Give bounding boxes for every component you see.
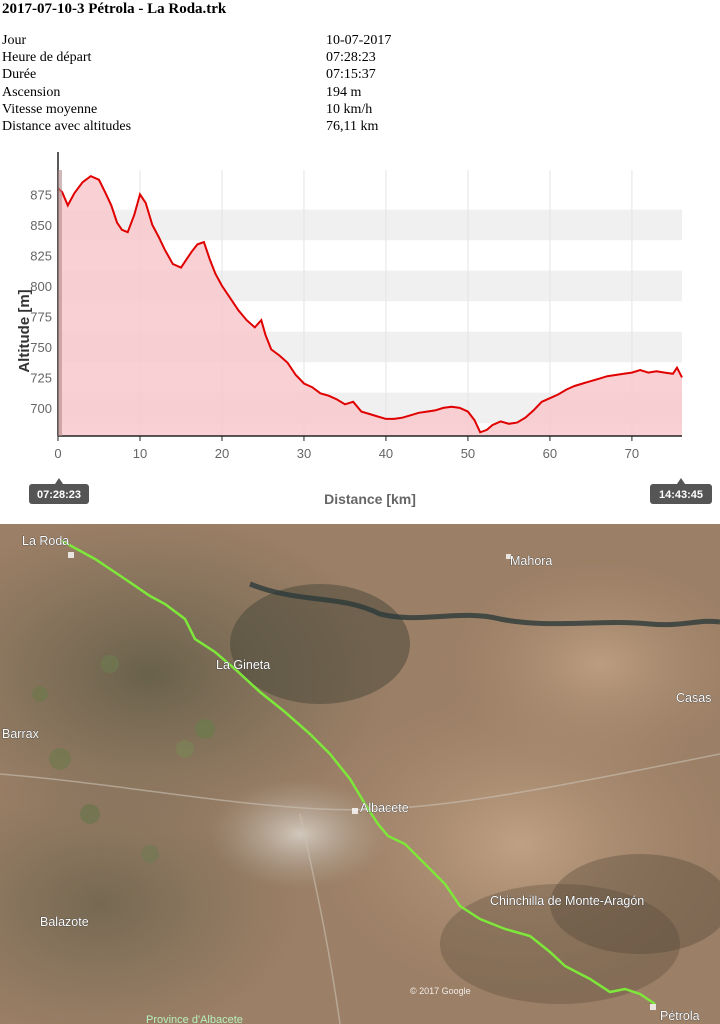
info-label: Durée [2, 67, 37, 83]
x-tick-label: 40 [379, 446, 393, 461]
info-value: 194 m [326, 84, 362, 100]
elevation-line [57, 174, 683, 434]
place-label[interactable]: Mahora [510, 554, 553, 569]
y-tick-label: 800 [30, 279, 52, 294]
y-tick-labels: 700 725 750 775 800 825 850 875 [30, 187, 52, 416]
y-axis-label: Altitude [m] [16, 289, 33, 372]
place-label[interactable]: Barrax [2, 727, 40, 742]
y-tick-label: 875 [30, 187, 52, 202]
info-value: 76,11 km [326, 118, 379, 134]
info-label: Distance avec altitudes [2, 118, 132, 134]
info-value: 10 km/h [326, 101, 373, 117]
place-label[interactable]: Chinchilla de Monte-Aragón [490, 894, 645, 909]
info-row-distance: Distance avec altitudes 76,11 km [2, 118, 702, 135]
x-axis-label: Distance [km] [324, 491, 416, 507]
info-value: 07:28:23 [326, 50, 376, 66]
info-row-day: Jour 10-07-2017 [2, 32, 702, 49]
info-label: Ascension [2, 84, 61, 100]
info-row-avg-speed: Vitesse moyenne 10 km/h [2, 101, 702, 118]
trip-info: Jour 10-07-2017 Heure de départ 07:28:23… [2, 32, 702, 135]
info-value: 10-07-2017 [326, 33, 392, 48]
info-row-ascent: Ascension 194 m [2, 84, 702, 101]
place-label[interactable]: La Gineta [216, 658, 271, 673]
x-tick-label: 50 [461, 446, 475, 461]
map-labels: La Roda Mahora La Gineta Casas Barrax Al… [2, 534, 712, 1024]
place-label[interactable]: Albacete [360, 801, 409, 816]
y-tick-label: 750 [30, 340, 52, 355]
y-tick-label: 700 [30, 401, 52, 416]
map-copyright: © 2017 Google [410, 986, 471, 996]
x-tick-label: 0 [54, 446, 61, 461]
start-time-label: 07:28:23 [37, 489, 81, 501]
chart-axes [57, 152, 682, 437]
elevation-area [58, 176, 682, 436]
x-tick-labels: 0 10 20 30 40 50 60 70 [54, 436, 639, 461]
info-label: Vitesse moyenne [2, 101, 98, 117]
y-tick-label: 725 [30, 370, 52, 385]
x-tick-label: 20 [215, 446, 229, 461]
y-tick-label: 850 [30, 218, 52, 233]
route-map[interactable]: La Roda Mahora La Gineta Casas Barrax Al… [0, 524, 720, 1024]
start-marker [58, 170, 62, 436]
info-value: 07:15:37 [326, 67, 376, 83]
track-title: 2017-07-10-3 Pétrola - La Roda.trk [2, 1, 227, 17]
info-row-duration: Durée 07:15:37 [2, 66, 702, 83]
place-label[interactable]: Balazote [40, 915, 89, 930]
province-label: Province d'Albacete [146, 1014, 243, 1024]
info-label: Heure de départ [2, 50, 92, 66]
x-tick-label: 70 [625, 446, 639, 461]
y-tick-label: 775 [30, 309, 52, 324]
place-label[interactable]: La Roda [22, 534, 70, 549]
y-tick-label: 825 [30, 248, 52, 263]
start-time-badge: 07:28:23 [29, 478, 89, 504]
info-row-start-time: Heure de départ 07:28:23 [2, 49, 702, 66]
route-line [61, 539, 656, 1006]
satellite-image [0, 524, 720, 1024]
elevation-chart: 700 725 750 775 800 825 850 875 0 10 20 30 40 50 60 70… [16, 152, 712, 507]
x-tick-label: 10 [133, 446, 147, 461]
info-label: Jour [2, 33, 27, 48]
end-time-badge: 14:43:45 [650, 478, 712, 504]
x-tick-label: 60 [543, 446, 557, 461]
place-label[interactable]: Pétrola [660, 1009, 700, 1024]
place-label[interactable]: Casas [676, 691, 712, 706]
x-tick-label: 30 [297, 446, 311, 461]
end-time-label: 14:43:45 [659, 489, 703, 501]
